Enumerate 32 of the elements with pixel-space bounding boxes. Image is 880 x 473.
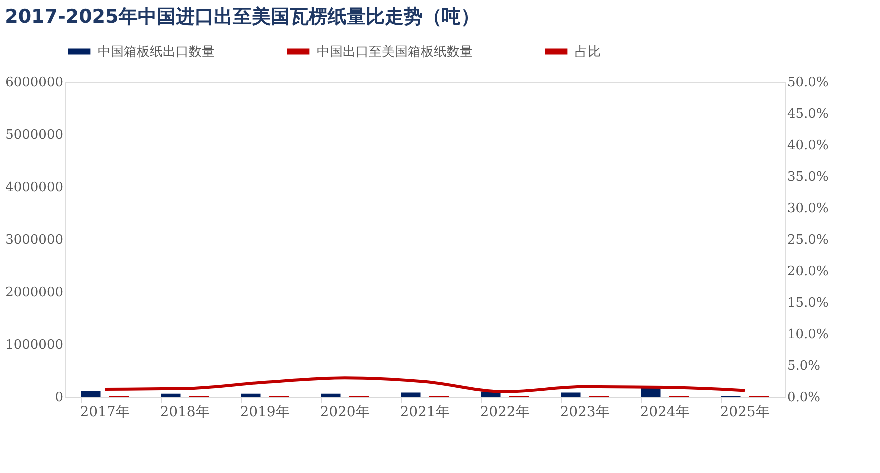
y-tick-label: 2000000 xyxy=(6,286,64,300)
y-tick-label: 1000000 xyxy=(6,338,64,353)
x-tick-label: 2021年 xyxy=(400,404,450,420)
y-tick-label: 0 xyxy=(55,390,64,406)
y2-tick-label: 35.0% xyxy=(788,170,829,185)
legend-label: 中国箱板纸出口数量 xyxy=(98,44,215,60)
y-tick-label: 3000000 xyxy=(6,233,64,248)
line-series xyxy=(104,376,746,394)
y2-tick-label: 45.0% xyxy=(788,107,829,122)
legend-label: 占比 xyxy=(575,44,601,60)
y2-tick-label: 25.0% xyxy=(788,233,829,248)
chart-title: 2017-2025年中国进口出至美国瓦楞纸量比走势（吨） xyxy=(5,6,480,28)
x-tick-label: 2018年 xyxy=(160,404,210,420)
y2-tick-label: 15.0% xyxy=(788,296,829,311)
legend-label: 中国出口至美国箱板纸数量 xyxy=(317,44,473,60)
x-tick-label: 2020年 xyxy=(320,404,370,420)
x-tick-label: 2022年 xyxy=(480,404,530,420)
y2-tick-label: 5.0% xyxy=(788,359,821,374)
x-tick-label: 2024年 xyxy=(640,404,690,420)
y-tick-label: 6000000 xyxy=(6,76,64,90)
y-tick-label: 5000000 xyxy=(6,128,64,143)
y2-tick-label: 40.0% xyxy=(788,138,829,154)
y2-tick-label: 10.0% xyxy=(788,328,829,342)
x-tick-label: 2019年 xyxy=(240,404,290,420)
x-tick-label: 2025年 xyxy=(720,404,770,420)
x-tick-label: 2017年 xyxy=(80,404,130,420)
y2-tick-label: 20.0% xyxy=(788,264,829,280)
y-tick-label: 4000000 xyxy=(6,180,64,196)
y2-tick-label: 0.0% xyxy=(788,390,821,406)
x-tick-label: 2023年 xyxy=(560,404,610,420)
y2-tick-label: 30.0% xyxy=(788,202,829,216)
y2-tick-label: 50.0% xyxy=(788,76,829,90)
